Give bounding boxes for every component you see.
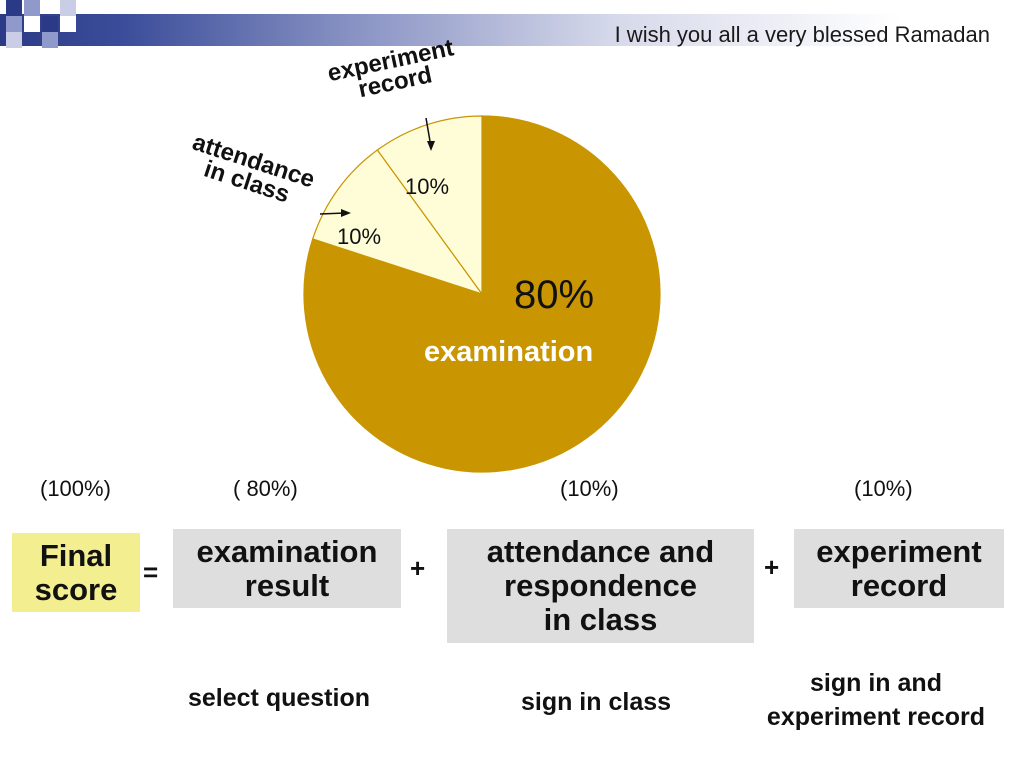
experiment-record-box: experiment record [794,529,1004,608]
attendance-percent: (10%) [560,476,619,501]
header-square-decoration [24,0,40,16]
examination-result-box: examination result [173,529,401,608]
header-square-decoration [6,0,22,16]
plus-sign-2: + [764,552,780,582]
pie-chart [303,115,661,473]
callout-arrow-head [427,141,435,151]
callout-arrow-line [319,212,346,215]
pie-slice-attendance [311,149,484,296]
pie-slice-examination [303,115,661,473]
header-square-decoration [60,16,76,32]
header-gradient-bar [0,14,1024,46]
header-square-decoration [60,0,76,16]
examination-percent: ( 80%) [233,476,298,501]
attendance-note: sign in class [520,688,672,716]
callout-arrow-head [341,209,351,217]
examination-note: select question [188,684,370,712]
experiment-note: sign in and experiment record [766,669,986,731]
header-square-decoration [24,16,40,32]
slice-name-label-examination: examination [424,336,594,368]
final-score-percent: (100%) [40,476,111,501]
slice-value-label-examination: 80% [514,273,595,317]
header-square-decoration [42,16,58,32]
equals-sign: = [143,557,159,587]
attendance-respondence-box: attendance and respondence in class [447,529,754,643]
slice-value-label-attendance: 10% [337,224,382,249]
plus-sign-1: + [410,553,426,583]
final-score-box: Final score [12,533,140,612]
experiment-percent: (10%) [854,476,913,501]
greeting-text: I wish you all a very blessed Ramadan [614,22,990,47]
header-square-decoration [6,32,22,48]
header-square-decoration [42,32,58,48]
header-square-decoration [6,16,22,32]
slice-value-label-experiment: 10% [405,174,450,199]
